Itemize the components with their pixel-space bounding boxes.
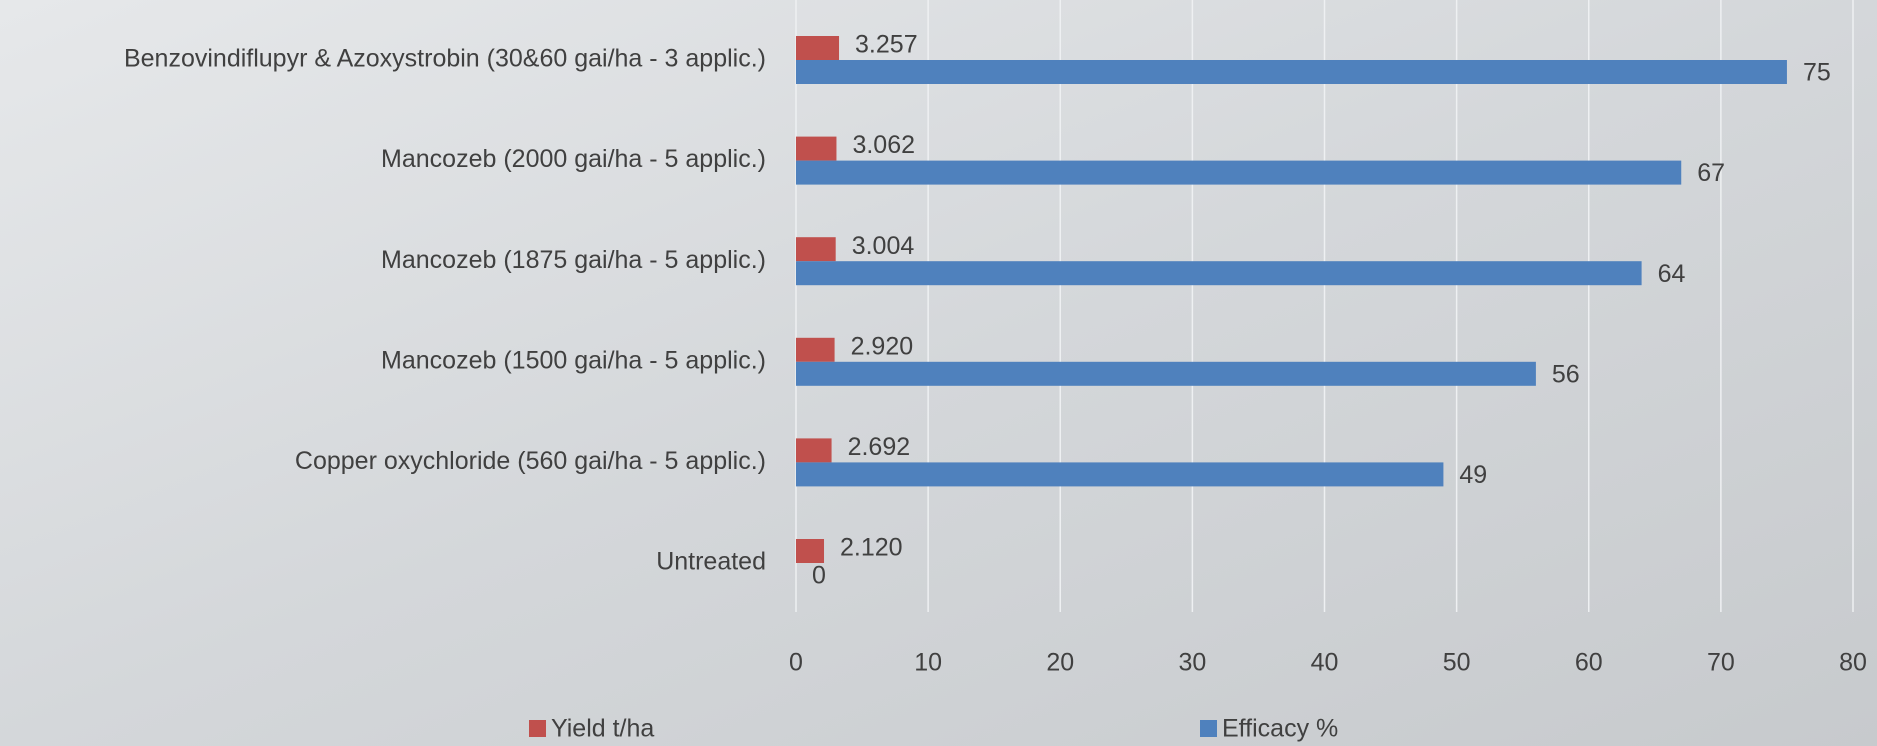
x-tick-label: 80 (1839, 649, 1867, 677)
bar (796, 361, 1536, 386)
bar (796, 462, 1444, 487)
data-label: 0 (812, 562, 826, 590)
x-tick-label: 40 (1311, 649, 1339, 677)
legend-label: Yield t/ha (551, 715, 654, 743)
category-label: Mancozeb (1500 gai/ha - 5 applic.) (381, 346, 766, 374)
bar (796, 136, 837, 161)
x-tick-label: 20 (1046, 649, 1074, 677)
data-label: 3.004 (852, 232, 915, 260)
x-tick-label: 70 (1707, 649, 1735, 677)
bar (796, 237, 836, 262)
x-tick-label: 60 (1575, 649, 1603, 677)
data-label: 67 (1697, 159, 1725, 187)
legend-swatch (1200, 720, 1217, 737)
bar (796, 337, 835, 362)
legend-swatch (529, 720, 546, 737)
data-label: 56 (1552, 360, 1580, 388)
category-label: Mancozeb (2000 gai/ha - 5 applic.) (381, 145, 766, 173)
x-tick-label: 50 (1443, 649, 1471, 677)
data-label: 2.920 (851, 332, 914, 360)
data-label: 3.257 (855, 31, 918, 59)
data-label: 64 (1658, 260, 1686, 288)
data-label: 75 (1803, 59, 1831, 87)
data-label: 49 (1459, 461, 1487, 489)
bar (796, 60, 1787, 84)
bar (796, 36, 840, 60)
category-label: Copper oxychloride (560 gai/ha - 5 appli… (295, 447, 766, 475)
x-tick-label: 30 (1178, 649, 1206, 677)
data-label: 2.692 (848, 433, 911, 461)
bar (796, 261, 1642, 286)
category-label: Mancozeb (1875 gai/ha - 5 applic.) (381, 246, 766, 274)
x-tick-label: 0 (789, 649, 803, 677)
category-label: Benzovindiflupyr & Azoxystrobin (30&60 g… (124, 45, 766, 73)
category-label: Untreated (656, 548, 766, 576)
bar (796, 160, 1682, 185)
bar (796, 539, 825, 563)
data-label: 2.120 (840, 534, 903, 562)
data-label: 3.062 (852, 131, 915, 159)
x-tick-label: 10 (914, 649, 942, 677)
bar (796, 438, 832, 463)
legend-label: Efficacy % (1222, 715, 1338, 743)
